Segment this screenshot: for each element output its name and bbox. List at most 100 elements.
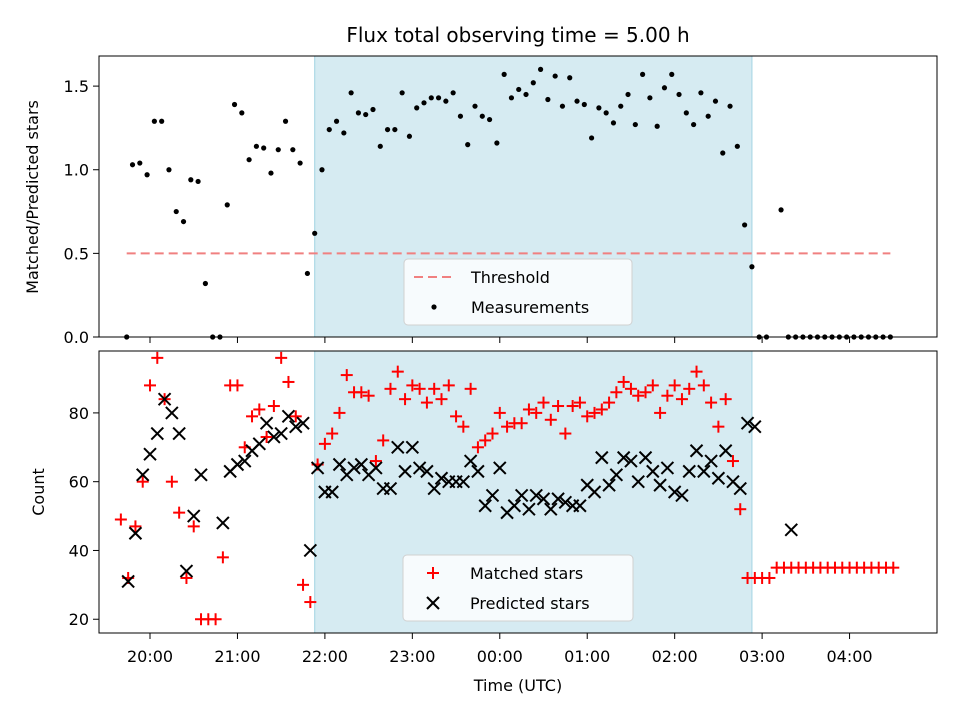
matched-star-point	[435, 393, 448, 406]
predicted-star-stroke-b	[267, 430, 281, 444]
predicted-star-point	[456, 474, 471, 489]
measurement-point	[450, 90, 456, 96]
y-tick-label: 80	[69, 404, 89, 423]
predicted-star-point	[420, 464, 434, 479]
measurement-point	[603, 110, 609, 116]
predicted-star-stroke-b	[558, 495, 573, 510]
predicted-star-point	[784, 523, 798, 537]
matched-star-point	[595, 403, 608, 416]
predicted-star-stroke-b	[128, 526, 143, 540]
measurement-point	[188, 177, 194, 183]
x-tick-label: 23:00	[389, 647, 435, 666]
predicted-star-stroke-b	[310, 461, 325, 475]
predicted-star-point	[493, 461, 507, 475]
predicted-star-point	[405, 440, 420, 454]
predicted-star-point	[187, 509, 201, 523]
matched-star-point	[646, 379, 659, 392]
predicted-star-point	[536, 492, 551, 506]
predicted-star-point	[733, 481, 747, 496]
matched-star-point	[216, 551, 229, 564]
matched-star-point	[297, 578, 310, 591]
predicted-star-point	[303, 543, 318, 558]
matched-star-point	[544, 413, 557, 426]
predicted-star-stroke-b	[602, 478, 616, 492]
legend-matched-label: Matched stars	[470, 564, 583, 583]
predicted-star-stroke-b	[551, 492, 565, 506]
predicted-star-point	[310, 461, 325, 475]
matched-star-point	[515, 417, 528, 430]
matched-star-point	[530, 406, 543, 419]
measurement-point	[159, 118, 165, 124]
legend-threshold-label: Threshold	[470, 268, 550, 287]
predicted-star-point	[128, 526, 143, 540]
matched-star-point	[406, 379, 419, 392]
matched-star-point	[377, 434, 390, 447]
predicted-star-stroke-b	[427, 481, 441, 496]
measurement-point	[443, 98, 449, 104]
predicted-star-stroke-b	[660, 461, 675, 475]
predicted-star-point	[398, 464, 412, 479]
matched-star-point	[304, 596, 317, 609]
predicted-star-point	[529, 488, 543, 503]
predicted-star-stroke-b	[587, 485, 602, 499]
predicted-star-point	[616, 450, 631, 465]
predicted-star-stroke-b	[478, 499, 492, 513]
bottom-legend: Matched stars Predicted stars	[402, 554, 634, 622]
matched-star-point	[231, 379, 244, 392]
measurement-point	[312, 230, 318, 236]
measurement-point	[712, 98, 719, 104]
predicted-star-point	[646, 464, 660, 479]
predicted-star-point	[667, 485, 682, 499]
predicted-star-point	[653, 478, 667, 492]
measurement-point	[421, 100, 427, 106]
matched-star-point	[697, 379, 710, 392]
measurement-point	[523, 91, 529, 98]
predicted-star-stroke-b	[733, 481, 747, 496]
predicted-star-point	[267, 430, 281, 444]
predicted-stars-layer	[121, 392, 798, 589]
matched-star-point	[282, 375, 295, 388]
x-tick-label: 22:00	[302, 647, 348, 666]
predicted-star-stroke-b	[383, 481, 398, 496]
matched-star-point	[471, 441, 484, 454]
matched-star-point	[362, 389, 375, 402]
predicted-star-point	[689, 444, 704, 458]
predicted-star-point	[121, 574, 135, 589]
predicted-star-stroke-b	[646, 464, 660, 479]
predicted-star-stroke-b	[187, 509, 201, 523]
predicted-star-stroke-b	[230, 457, 245, 472]
predicted-star-stroke-b	[784, 523, 798, 537]
y-tick-label: 40	[69, 541, 89, 560]
measurement-point	[290, 147, 296, 153]
measurement-point	[545, 96, 551, 103]
measurement-point	[275, 147, 281, 153]
predicted-star-stroke-b	[412, 461, 427, 475]
y-tick-label: 0.0	[64, 328, 89, 347]
predicted-star-stroke-b	[143, 447, 157, 461]
measurement-point	[610, 120, 617, 126]
measurement-point	[399, 90, 405, 96]
measurement-point	[661, 85, 668, 91]
predicted-star-point	[136, 468, 150, 482]
y-tick-label: 1.0	[64, 161, 89, 180]
x-tick-label: 01:00	[564, 647, 610, 666]
matched-star-point	[275, 351, 288, 364]
predicted-star-point	[624, 454, 638, 468]
measurement-point	[129, 162, 136, 168]
measurement-point	[516, 86, 522, 93]
predicted-star-point	[704, 454, 718, 468]
predicted-star-stroke-b	[609, 468, 624, 482]
predicted-star-stroke-b	[259, 416, 274, 430]
predicted-star-point	[558, 495, 573, 510]
y-tick-label: 60	[69, 473, 89, 492]
predicted-star-stroke-b	[580, 478, 594, 492]
predicted-star-stroke-b	[536, 492, 551, 506]
predicted-star-point	[347, 461, 361, 475]
top-legend: Threshold Measurements	[403, 258, 633, 326]
measurement-point	[195, 178, 201, 185]
measurement-point	[479, 113, 485, 119]
y-tick-label: 1.5	[64, 77, 89, 96]
predicted-star-stroke-b	[748, 419, 762, 434]
matched-star-point	[413, 382, 426, 395]
